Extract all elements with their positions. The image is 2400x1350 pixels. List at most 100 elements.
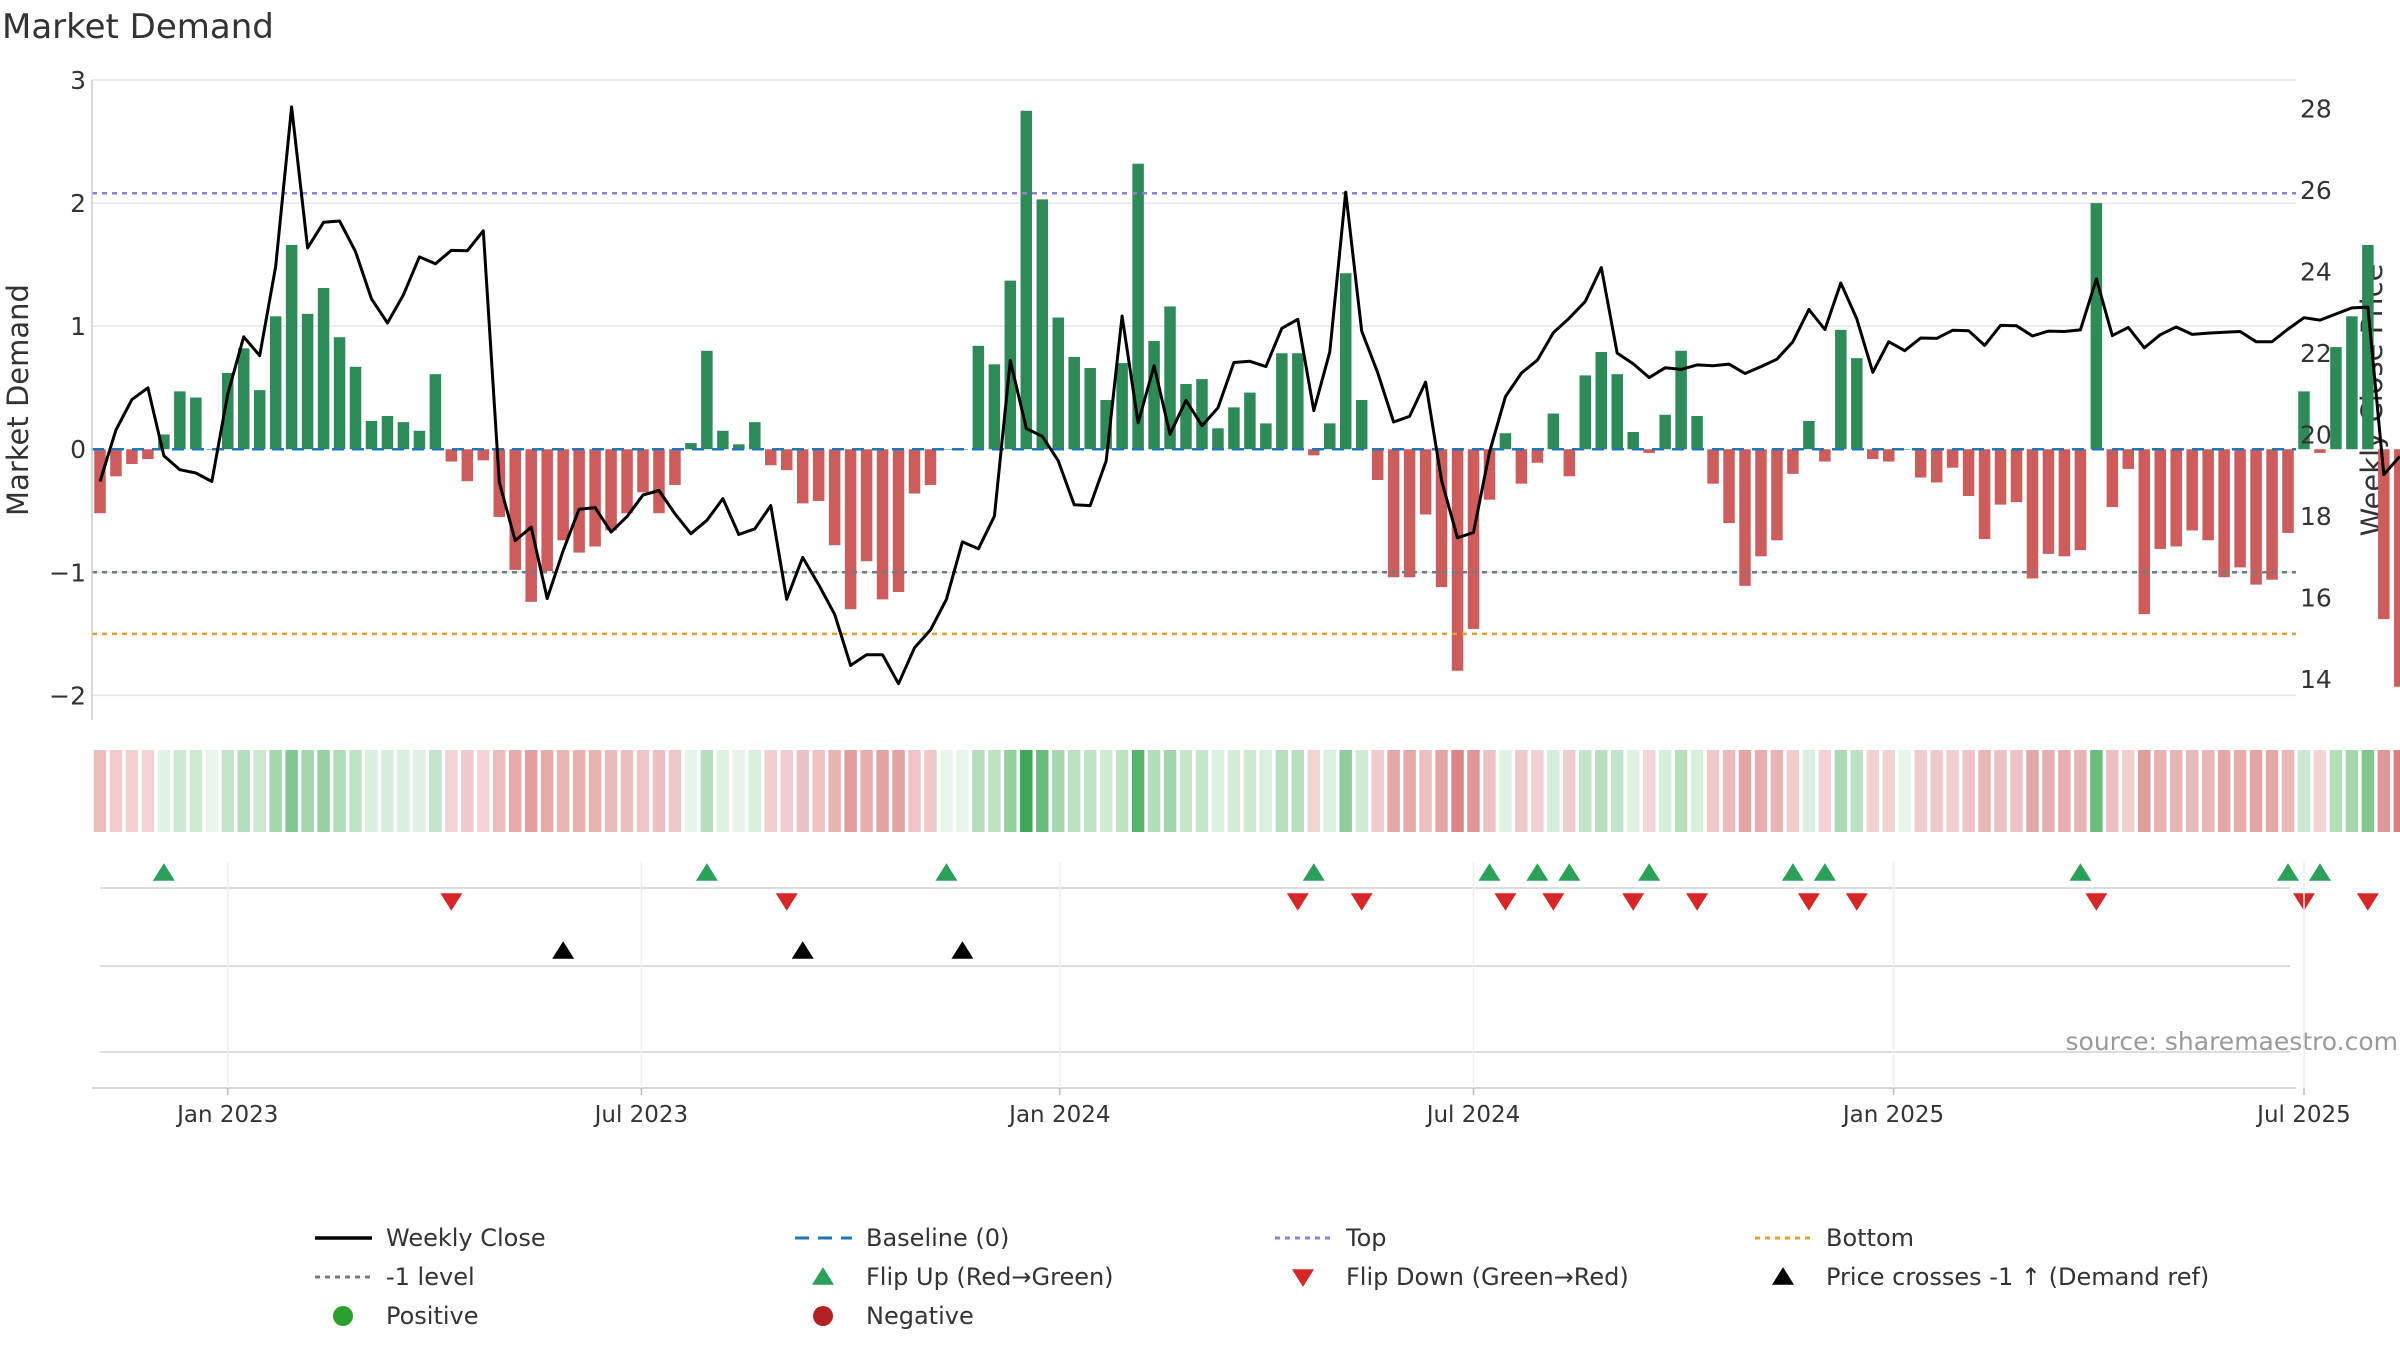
heat-cell — [524, 750, 538, 832]
flip-up-marker — [2069, 863, 2092, 881]
demand-bar — [717, 430, 729, 450]
demand-bar — [1803, 420, 1815, 450]
heat-cell — [1355, 750, 1368, 832]
y2-tick-label: 16 — [2300, 584, 2332, 613]
demand-bar — [253, 390, 266, 450]
heat-cell — [700, 750, 714, 832]
demand-bar — [142, 449, 154, 460]
heat-cell — [620, 750, 634, 832]
heat-cell — [812, 750, 825, 832]
heat-cell — [2010, 750, 2023, 832]
demand-bar — [749, 422, 761, 450]
demand-bar — [2010, 449, 2023, 503]
demand-bar — [1595, 352, 1608, 450]
legend-circle-icon — [813, 1306, 833, 1326]
demand-bar — [2202, 449, 2214, 541]
legend-triangle-down-icon — [1292, 1269, 1314, 1287]
demand-bar — [1467, 449, 1480, 629]
heat-cell — [445, 750, 458, 832]
heat-cell — [684, 750, 698, 832]
heat-cell — [1403, 750, 1416, 832]
heat-cell — [908, 750, 921, 832]
demand-bar — [1339, 273, 1352, 450]
heat-cell — [1131, 750, 1145, 832]
demand-bar — [1563, 449, 1576, 477]
demand-bar — [844, 449, 857, 610]
heat-cell — [1563, 750, 1576, 832]
demand-bar — [972, 345, 985, 450]
legend-item: Price crosses -1 ↑ (Demand ref) — [1772, 1263, 2209, 1291]
demand-bar — [1579, 375, 1592, 450]
demand-bar — [445, 449, 458, 462]
y-tick-label: 2 — [70, 189, 86, 218]
demand-bar — [1787, 449, 1799, 474]
legend-item: -1 level — [315, 1263, 475, 1291]
heat-cell — [2233, 750, 2247, 832]
heat-cell — [1866, 750, 1879, 832]
demand-bar — [2314, 449, 2326, 453]
demand-bar — [317, 288, 330, 450]
heat-cell — [1195, 750, 1209, 832]
heat-cell — [1083, 750, 1097, 832]
demand-bar — [733, 444, 745, 450]
heat-cell — [2249, 750, 2263, 832]
y2-tick-label: 20 — [2300, 421, 2332, 450]
demand-bar — [2282, 449, 2294, 533]
heat-cell — [205, 750, 219, 832]
heat-cell — [237, 750, 250, 832]
demand-bar — [222, 372, 234, 450]
legend-item: Weekly Close — [315, 1224, 546, 1252]
demand-bar — [1946, 449, 1959, 468]
heat-cell — [956, 750, 969, 832]
demand-bar — [2362, 244, 2374, 450]
demand-bar — [1755, 449, 1767, 557]
flip-down-marker — [1350, 893, 1373, 911]
legend-item: Flip Up (Red→Green) — [812, 1263, 1114, 1291]
flip-up-marker — [1638, 863, 1661, 881]
demand-bar — [1898, 449, 1911, 450]
flip-up-marker — [1558, 863, 1581, 881]
heat-cell — [141, 750, 155, 832]
heat-cell — [2361, 750, 2375, 832]
heat-cell — [892, 750, 905, 832]
heat-cell — [748, 750, 762, 832]
heat-cell — [1259, 750, 1273, 832]
demand-bar — [190, 397, 202, 450]
demand-bar — [1867, 449, 1879, 460]
y2-tick-label: 14 — [2300, 665, 2332, 694]
heat-cell — [1387, 750, 1400, 832]
x-tick-label: Jan 2025 — [1841, 1102, 1944, 1128]
heat-cell — [572, 750, 586, 832]
flip-up-marker — [1813, 863, 1836, 881]
heat-cell — [1547, 750, 1560, 832]
heat-cell — [1978, 750, 1991, 832]
demand-bar — [1036, 199, 1049, 450]
heat-cell — [1067, 750, 1081, 832]
heat-cell — [2313, 750, 2327, 832]
demand-bar — [1100, 400, 1112, 450]
heat-cell — [1020, 750, 1033, 832]
demand-bar — [2186, 449, 2198, 531]
heat-cell — [2122, 750, 2135, 832]
heat-cell — [1371, 750, 1384, 832]
demand-bar — [1324, 423, 1336, 450]
legend-triangle-up-icon — [812, 1267, 834, 1285]
y-tick-label: −1 — [49, 558, 86, 587]
demand-bar — [780, 449, 793, 471]
heat-cell — [1706, 750, 1720, 832]
heat-cell — [189, 750, 203, 832]
demand-bar — [621, 449, 633, 514]
heat-cell — [1435, 750, 1448, 832]
demand-bar — [110, 449, 122, 477]
heat-cell — [828, 750, 841, 832]
demand-bar — [1068, 356, 1080, 450]
x-tick-label: Jul 2023 — [593, 1102, 689, 1128]
heat-cell — [333, 750, 346, 832]
demand-bar — [1228, 407, 1240, 450]
heat-cell — [173, 750, 187, 832]
heat-cell — [1419, 750, 1432, 832]
heat-cell — [349, 750, 362, 832]
demand-bar — [1371, 449, 1384, 480]
flip-up-marker — [695, 863, 718, 881]
heat-cell — [2026, 750, 2039, 832]
